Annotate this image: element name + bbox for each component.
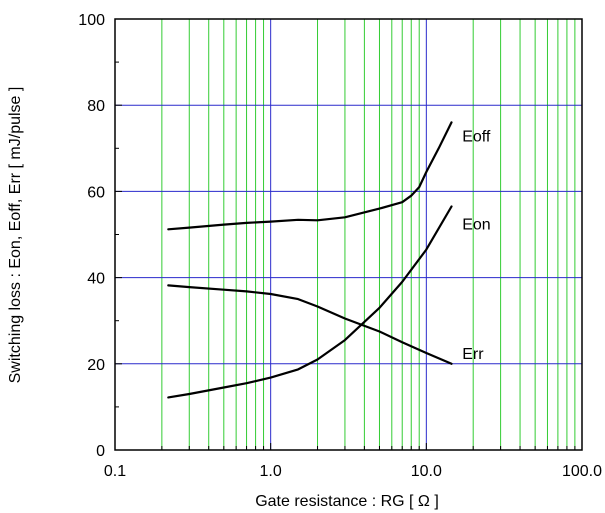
x-tick-label: 10.0 <box>411 463 442 480</box>
y-tick-label: 80 <box>87 98 105 115</box>
series-line-eoff <box>167 121 453 231</box>
x-tick-label: 0.1 <box>104 463 126 480</box>
x-tick-labels: 0.1 1.0 10.0 100.0 <box>104 463 602 480</box>
y-tick-label: 60 <box>87 184 105 201</box>
y-tick-labels: 0 20 40 60 80 100 <box>78 12 105 460</box>
series-lines <box>167 121 453 399</box>
y-tick-label: 40 <box>87 271 105 288</box>
x-tick-label: 1.0 <box>260 463 282 480</box>
x-tick-label: 100.0 <box>562 463 602 480</box>
axis-ticks <box>114 18 576 451</box>
y-axis-title: Switching loss : Eon, Eoff, Err [ mJ/pul… <box>7 87 24 384</box>
x-axis-title: Gate resistance : RG [ Ω ] <box>255 493 439 510</box>
series-label-eon: Eon <box>462 217 490 234</box>
series-line-eon <box>167 205 453 399</box>
series-label-eoff: Eoff <box>462 128 491 145</box>
series-label-err: Err <box>462 346 484 363</box>
series-labels: Eoff Eon Err <box>462 128 491 363</box>
y-tick-label: 20 <box>87 357 105 374</box>
y-tick-label: 100 <box>78 12 105 29</box>
series-line-err <box>167 284 453 365</box>
minor-grid <box>161 19 576 450</box>
y-tick-label: 0 <box>96 443 105 460</box>
